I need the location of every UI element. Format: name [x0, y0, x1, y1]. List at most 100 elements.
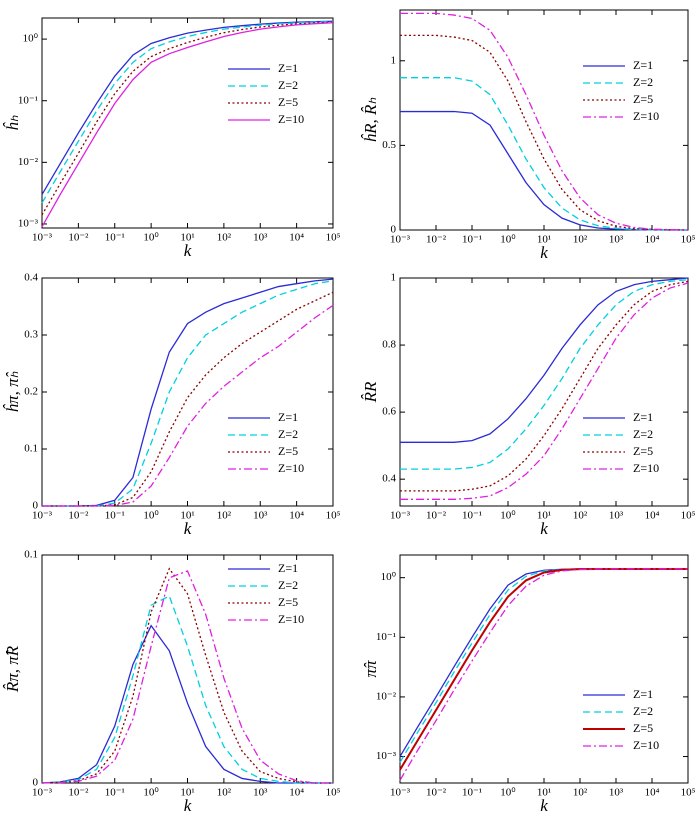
x-tick-label: 10⁰ [143, 510, 159, 522]
panel: 10⁻³ 10⁻² 10⁻¹ 10⁰ 10¹ 10² 10³ 10⁴ 10⁵ 0.4 0.6 0.8 1… [361, 272, 696, 538]
x-tick-label: 10² [217, 510, 232, 522]
legend-label: Z=5 [278, 595, 298, 609]
series-line [41, 570, 333, 784]
x-tick-label: 10¹ [180, 787, 194, 799]
x-tick-label: 10⁰ [500, 510, 516, 522]
x-tick-label: 10¹ [537, 787, 551, 799]
y-tick-label: 10⁻¹ [376, 631, 396, 643]
series-line [41, 20, 334, 195]
legend-label: Z=1 [633, 410, 653, 424]
y-tick-label: 10⁻¹ [18, 94, 38, 106]
panel: 10⁻³ 10⁻² 10⁻¹ 10⁰ 10¹ 10² 10³ 10⁴ 10⁵ 10⁻³ 10⁻² 10… [3, 17, 341, 260]
x-tick-label: 10⁰ [143, 232, 159, 244]
x-tick-label: 10⁵ [326, 787, 341, 799]
legend-label: Z=10 [278, 612, 304, 626]
x-tick-label: 10⁻² [426, 510, 447, 522]
y-tick-label: 10⁻³ [18, 217, 39, 229]
x-tick-label: 10⁻² [426, 234, 447, 246]
x-tick-label: 10³ [253, 787, 268, 799]
x-tick-label: 10¹ [537, 234, 551, 246]
series-line [41, 595, 333, 784]
series-line [399, 567, 688, 771]
y-tick-label: 0.4 [24, 272, 38, 284]
series-line [399, 568, 688, 763]
y-tick-label: 10⁻³ [376, 750, 397, 762]
panel: 10⁻³ 10⁻² 10⁻¹ 10⁰ 10¹ 10² 10³ 10⁴ 10⁵ 0 0.1 k R̂π, … [3, 549, 341, 814]
y-tick-label: 10⁰ [381, 571, 397, 583]
x-tick-label: 10⁰ [143, 787, 159, 799]
x-tick-label: 10⁵ [681, 234, 696, 246]
x-tick-label: 10⁻¹ [105, 787, 125, 799]
legend-label: Z=2 [278, 578, 298, 592]
y-tick-label: 0.1 [24, 443, 38, 455]
x-tick-label: 10² [217, 232, 232, 244]
y-tick-label: 1 [391, 54, 397, 66]
panel: 10⁻³ 10⁻² 10⁻¹ 10⁰ 10¹ 10² 10³ 10⁴ 10⁵ 0 0.1 0.2 0.3… [3, 272, 341, 538]
x-tick-label: 10⁻² [68, 232, 89, 244]
x-tick-label: 10¹ [180, 232, 194, 244]
y-tick-label: 0.4 [382, 473, 396, 485]
panel: 10⁻³ 10⁻² 10⁻¹ 10⁰ 10¹ 10² 10³ 10⁴ 10⁵ 0 0.5 1 k ĥR, … [361, 9, 696, 262]
legend-label: Z=10 [278, 112, 304, 126]
x-tick-label: 10⁰ [500, 787, 516, 799]
x-tick-label: 10⁵ [681, 510, 696, 522]
legend-label: Z=5 [278, 444, 298, 458]
x-tick-label: 10⁻¹ [105, 232, 125, 244]
series-line [400, 279, 689, 470]
legend-label: Z=1 [278, 561, 298, 575]
y-tick-label: 0.5 [382, 139, 396, 151]
x-tick-label: 10² [573, 234, 588, 246]
legend-label: Z=2 [633, 704, 653, 718]
legend-label: Z=1 [278, 410, 298, 424]
x-axis-label: k [184, 519, 192, 538]
legend-label: Z=5 [633, 444, 653, 458]
y-axis-label: ĥR, R̂ₕ [361, 98, 380, 143]
x-axis-label: k [184, 796, 192, 814]
x-tick-label: 10² [573, 510, 588, 522]
legend-label: Z=10 [633, 109, 659, 123]
y-tick-label: 0 [391, 224, 397, 236]
x-tick-label: 10² [217, 787, 232, 799]
x-tick-label: 10⁻¹ [462, 787, 482, 799]
series-line [41, 21, 334, 216]
x-tick-label: 10⁻² [68, 787, 89, 799]
y-axis-label: R̂π, π̂R [3, 645, 22, 693]
y-axis-label: ĥₕ [3, 115, 22, 131]
legend-label: Z=1 [633, 58, 653, 72]
x-tick-label: 10⁴ [645, 234, 660, 246]
x-tick-label: 10⁻¹ [462, 234, 482, 246]
legend-label: Z=5 [633, 721, 653, 735]
x-tick-label: 10⁵ [681, 787, 696, 799]
x-tick-label: 10⁻³ [390, 234, 411, 246]
y-axis-label: ĥπ, π̂ₕ [3, 371, 22, 412]
legend-label: Z=2 [633, 427, 653, 441]
x-tick-label: 10⁻² [426, 787, 447, 799]
y-tick-label: 10⁰ [23, 33, 39, 45]
x-tick-label: 10⁻¹ [105, 510, 125, 522]
x-axis-label: k [540, 796, 548, 814]
y-tick-label: 0.6 [382, 406, 396, 418]
y-tick-label: 10⁻² [376, 690, 397, 702]
series-line [42, 291, 334, 507]
x-tick-label: 10⁵ [326, 510, 341, 522]
series-line [400, 280, 689, 492]
series-line [400, 12, 689, 231]
series-line [41, 567, 333, 784]
x-tick-label: 10³ [609, 787, 624, 799]
legend-label: Z=10 [633, 461, 659, 475]
x-tick-label: 10³ [253, 232, 268, 244]
legend-label: Z=10 [633, 738, 659, 752]
x-tick-label: 10⁻¹ [462, 510, 482, 522]
x-tick-label: 10⁻³ [390, 787, 411, 799]
legend-label: Z=5 [278, 95, 298, 109]
x-tick-label: 10⁻³ [32, 787, 53, 799]
x-tick-label: 10³ [253, 510, 268, 522]
x-tick-label: 10⁻³ [32, 510, 53, 522]
x-tick-label: 10³ [609, 510, 624, 522]
legend-label: Z=2 [278, 427, 298, 441]
x-tick-label: 10⁵ [326, 232, 341, 244]
legend-label: Z=5 [633, 92, 653, 106]
x-tick-label: 10¹ [537, 510, 551, 522]
y-tick-label: 10⁻² [18, 156, 39, 168]
